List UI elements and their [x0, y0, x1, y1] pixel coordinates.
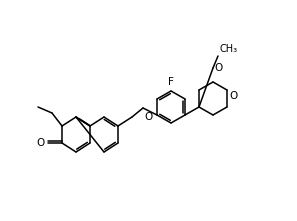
- Text: O: O: [214, 63, 222, 73]
- Text: O: O: [229, 91, 237, 101]
- Text: O: O: [37, 138, 45, 148]
- Text: CH₃: CH₃: [219, 44, 237, 54]
- Text: F: F: [168, 77, 174, 87]
- Text: O: O: [144, 112, 152, 122]
